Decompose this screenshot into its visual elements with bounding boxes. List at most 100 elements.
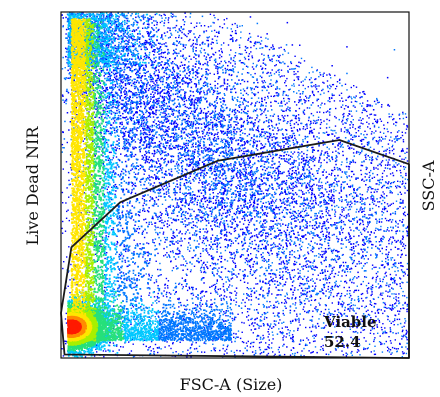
event-dot	[216, 280, 218, 282]
event-dot	[307, 214, 310, 216]
event-dot	[121, 121, 123, 123]
event-dot	[321, 187, 323, 189]
event-dot	[276, 137, 278, 139]
event-dot	[247, 101, 249, 103]
event-dot	[66, 112, 69, 114]
event-dot	[118, 148, 121, 150]
event-dot	[114, 184, 116, 186]
event-dot	[326, 282, 328, 284]
event-dot	[206, 231, 208, 234]
event-dot	[364, 248, 366, 251]
event-dot	[234, 290, 236, 292]
event-dot	[371, 131, 373, 133]
event-dot	[373, 148, 375, 151]
event-dot	[404, 214, 407, 217]
event-dot	[299, 324, 301, 326]
event-dot	[102, 162, 104, 165]
event-dot	[289, 158, 291, 160]
event-dot	[148, 168, 150, 170]
event-dot	[191, 44, 194, 46]
event-dot	[324, 103, 326, 105]
event-dot	[354, 128, 357, 130]
event-dot	[223, 353, 225, 355]
event-dot	[224, 326, 226, 328]
event-dot	[185, 81, 187, 84]
event-dot	[366, 133, 368, 136]
event-dot	[366, 226, 368, 228]
event-dot	[231, 98, 234, 100]
event-dot	[294, 55, 296, 57]
event-dot	[290, 62, 293, 65]
event-dot	[137, 173, 139, 175]
event-dot	[298, 343, 301, 345]
event-dot	[229, 296, 231, 298]
event-dot	[246, 141, 248, 143]
event-dot	[352, 247, 355, 249]
event-dot	[274, 353, 276, 355]
event-dot	[366, 100, 369, 102]
event-dot	[251, 235, 253, 238]
event-dot	[225, 296, 228, 298]
event-dot	[301, 350, 303, 352]
event-dot	[272, 156, 275, 159]
event-dot	[87, 34, 89, 37]
event-dot	[334, 222, 336, 224]
event-dot	[406, 151, 408, 153]
event-dot	[108, 157, 111, 159]
event-dot	[256, 283, 259, 285]
event-dot	[190, 199, 192, 202]
event-dot	[403, 123, 405, 125]
event-dot	[180, 244, 182, 247]
event-dot	[258, 342, 261, 344]
event-dot	[319, 156, 321, 159]
event-dot	[395, 348, 398, 350]
event-dot	[400, 256, 402, 258]
event-dot	[291, 196, 293, 198]
event-dot	[291, 320, 294, 322]
event-dot	[215, 177, 218, 179]
event-dot	[152, 217, 154, 220]
event-dot	[317, 149, 320, 152]
event-dot	[242, 234, 244, 236]
event-dot	[245, 92, 248, 95]
event-dot	[213, 218, 215, 220]
event-dot	[221, 278, 223, 281]
event-dot	[149, 346, 151, 348]
event-dot	[391, 172, 394, 174]
event-dot	[404, 211, 406, 213]
event-dot	[261, 226, 263, 228]
event-dot	[283, 335, 285, 337]
event-dot	[240, 163, 242, 165]
event-dot	[181, 233, 183, 235]
event-dot	[153, 20, 155, 22]
event-dot	[360, 248, 362, 251]
event-dot	[328, 97, 331, 99]
event-dot	[372, 199, 374, 202]
event-dot	[292, 166, 295, 168]
event-dot	[367, 258, 369, 260]
event-dot	[207, 39, 209, 42]
event-dot	[362, 315, 364, 317]
event-dot	[273, 212, 276, 214]
event-dot	[231, 110, 234, 113]
event-dot	[284, 182, 286, 184]
event-dot	[302, 84, 304, 87]
event-dot	[176, 95, 179, 98]
event-dot	[186, 268, 189, 271]
event-dot	[226, 17, 228, 20]
event-dot	[230, 35, 233, 37]
event-dot	[283, 171, 285, 173]
event-dot	[288, 186, 291, 189]
event-dot	[321, 250, 323, 253]
event-dot	[213, 118, 216, 120]
event-dot	[246, 293, 248, 295]
event-dot	[357, 276, 360, 278]
event-dot	[396, 131, 399, 133]
event-dot	[331, 200, 333, 202]
event-dot	[345, 236, 347, 238]
event-dot	[300, 211, 302, 213]
event-dot	[305, 161, 307, 163]
event-dot	[216, 70, 219, 72]
event-dot	[196, 131, 198, 134]
event-dot	[206, 230, 209, 233]
